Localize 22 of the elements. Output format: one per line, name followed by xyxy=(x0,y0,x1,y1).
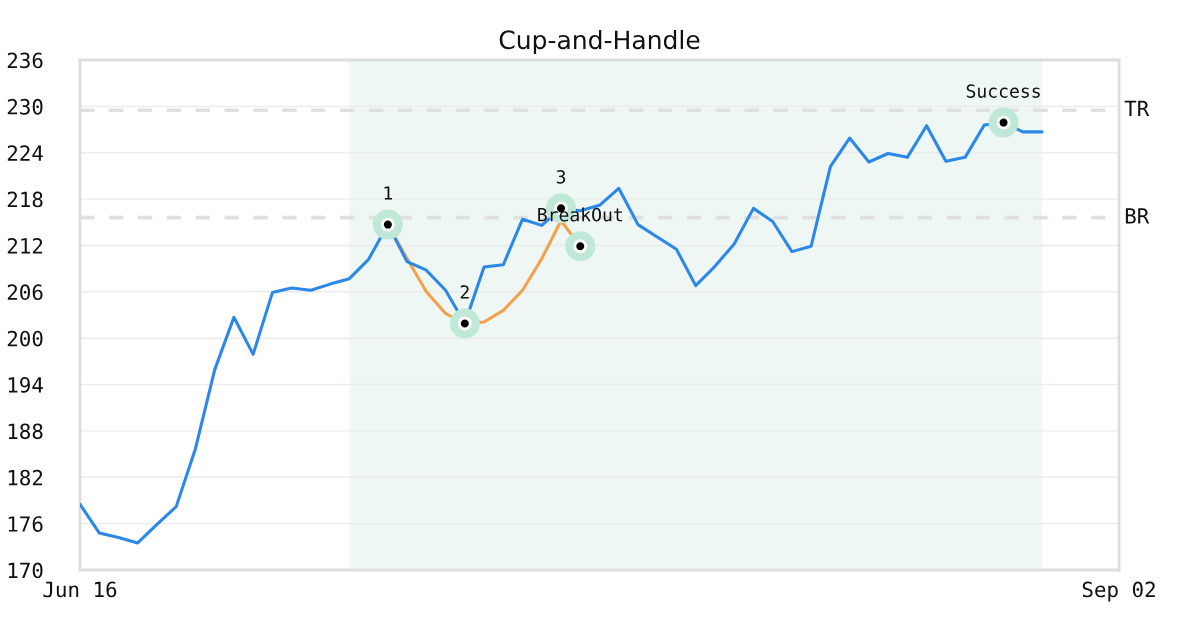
y-tick-label: 188 xyxy=(8,423,43,440)
y-tick-label: 212 xyxy=(7,237,43,254)
y-tick-label: 176 xyxy=(8,516,43,532)
x-tick-label: Jun 16 xyxy=(43,581,117,598)
annotation: 1 xyxy=(384,186,393,200)
y-tick-label: 194 xyxy=(8,377,43,393)
y-tick-label: 236 xyxy=(7,52,43,69)
y-tick-label: 224 xyxy=(7,145,43,161)
y-tick-label: 200 xyxy=(7,330,43,347)
annotation: BreakOut xyxy=(538,207,622,222)
ref-line-label: TR xyxy=(1124,100,1150,117)
y-tick-label: 218 xyxy=(7,191,43,208)
annotation: 2 xyxy=(460,285,469,299)
chart-title: Cup-and-Handle xyxy=(499,29,700,55)
annotation: Success xyxy=(966,84,1040,98)
ref-line-label: BR xyxy=(1125,208,1150,224)
y-tick-label: 170 xyxy=(8,562,43,579)
annotation: 3 xyxy=(556,169,566,184)
y-tick-label: 182 xyxy=(8,469,43,486)
y-tick-label: 230 xyxy=(7,98,43,115)
x-tick-label: Sep 02 xyxy=(1082,581,1155,602)
y-tick-label: 206 xyxy=(7,284,43,301)
